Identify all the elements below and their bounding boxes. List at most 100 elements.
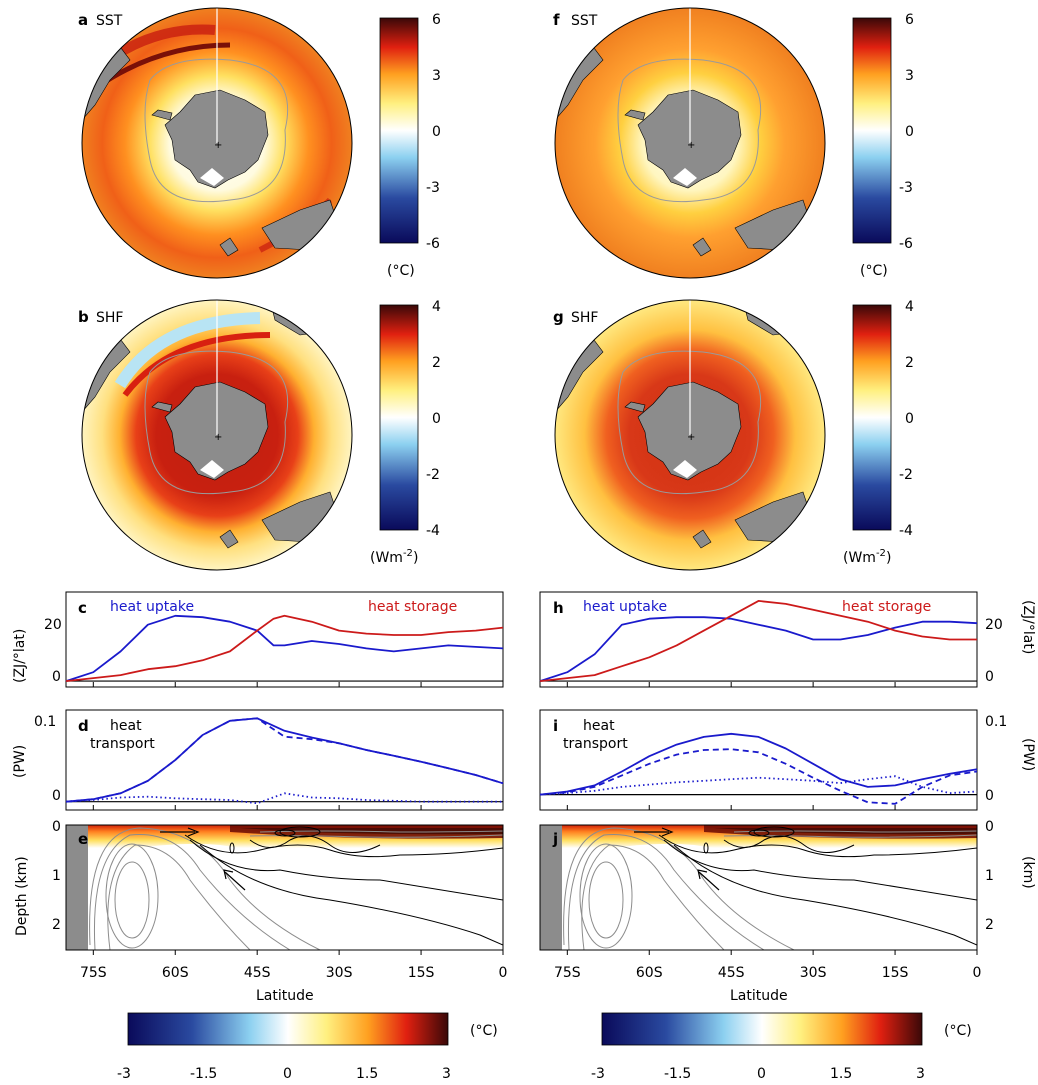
cb-sst-left-tick-3: -3 [426,180,440,196]
e-xlabel: Latitude [256,988,314,1004]
panel-letter-e: e [78,830,88,848]
cbb-left-unit: (°C) [470,1023,498,1039]
series-line-c-heat-storage [65,614,504,682]
cb-sst-left-tick-0: 6 [432,12,441,28]
cbb-left-tick-3: 1.5 [356,1066,378,1082]
xtick-label-j: 45S [718,965,745,981]
i-title-line1: heat [583,718,615,734]
cb-shf-left-tick-1: 2 [432,355,441,371]
j-ytick-1: 1 [985,868,994,884]
svg-text:+: + [214,140,222,151]
h-ytick-20: 20 [985,617,1003,633]
cb-sst-left-tick-4: -6 [426,236,440,252]
h-ylabel: (ZJ/°lat) [1020,600,1036,654]
cb-sst-left-tick-2: 0 [432,124,441,140]
cb-shf-left-tick-0: 4 [432,299,441,315]
map-b: + [81,299,353,571]
cbb-right-tick-3: 1.5 [830,1066,852,1082]
cb-shf-left-tick-4: -4 [426,523,440,539]
colorbar-bottom-right: -3 -1.5 0 1.5 3 (°C) [591,1012,972,1082]
j-ylabel: (km) [1020,856,1036,889]
d-ytick-01: 0.1 [34,714,56,730]
cb-shf-left-tick-3: -2 [426,467,440,483]
colorbar-sst-left: 6 3 0 -3 -6 (°C) [379,12,441,279]
i-ytick-01: 0.1 [985,714,1007,730]
map-f: + [554,7,826,279]
map-a: + [81,7,353,279]
panel-letter-i: i [553,717,558,735]
cb-shf-left-unit: (Wm-2) [370,548,418,566]
cbb-right-tick-4: 3 [916,1066,925,1082]
cb-sst-right-tick-4: -6 [899,236,913,252]
c-ytick-0: 0 [52,669,61,685]
plot-d-lines [65,717,504,810]
panel-label-g: SHF [571,310,598,326]
panel-i: i heat transport 0.1 0 (PW) [539,709,1036,811]
cbb-left-tick-2: 0 [283,1066,292,1082]
panel-letter-f: f [553,11,560,29]
panel-letter-d: d [78,717,89,735]
j-ytick-0: 0 [985,819,994,835]
cb-sst-right-tick-3: -3 [899,180,913,196]
svg-text:+: + [687,432,695,443]
cb-sst-right-unit: (°C) [860,263,888,279]
colorbar-sst-right: 6 3 0 -3 -6 (°C) [852,12,914,279]
panel-label-f: SST [571,13,598,29]
c-ytick-20: 20 [44,617,62,633]
cb-shf-right-tick-0: 4 [905,299,914,315]
xtick-label-e: 75S [80,965,107,981]
series-line-h-heat-uptake [539,616,978,682]
xtick-label-j: 60S [636,965,663,981]
xtick-label-j: 15S [882,965,909,981]
series-line-d-dotted [65,792,503,805]
j-xticks: 75S 60S 45S 30S 15S 0 [554,950,982,981]
panel-letter-a: a [78,11,88,29]
cb-shf-left-tick-2: 0 [432,411,441,427]
i-ytick-0: 0 [985,788,994,804]
xtick-label-e: 60S [162,965,189,981]
d-ylabel: (PW) [12,745,28,778]
xtick-label-e: 30S [326,965,353,981]
panel-letter-h: h [553,599,564,617]
cbb-right-tick-0: -3 [591,1066,605,1082]
cb-shf-right-tick-1: 2 [905,355,914,371]
legend-heat-storage-h: heat storage [842,599,931,615]
e-ytick-2: 2 [52,917,61,933]
d-title-line1: heat [110,718,142,734]
cbb-right-tick-1: -1.5 [664,1066,691,1082]
legend-heat-uptake-h: heat uptake [583,599,667,615]
cb-shf-right-tick-2: 0 [905,411,914,427]
colorbar-bottom-left: -3 -1.5 0 1.5 3 (°C) [117,1012,498,1082]
xtick-label-j: 30S [800,965,827,981]
legend-heat-uptake-c: heat uptake [110,599,194,615]
e-ytick-1: 1 [52,868,61,884]
i-title-line2: transport [563,736,628,752]
series-line-h-heat-storage [539,600,977,682]
i-ylabel: (PW) [1020,738,1036,771]
panel-label-a: SST [96,13,123,29]
xtick-label-e: 15S [408,965,435,981]
series-line-i-solid [539,732,978,796]
e-ytick-0: 0 [52,819,61,835]
j-xlabel: Latitude [730,988,788,1004]
xtick-label-j: 0 [973,965,982,981]
cb-shf-right-unit: (Wm-2) [843,548,891,566]
cb-sst-right-tick-0: 6 [905,12,914,28]
cb-sst-right-tick-2: 0 [905,124,914,140]
plot-h-lines [539,600,978,687]
series-line-c-heat-uptake [65,614,504,682]
legend-heat-storage-c: heat storage [368,599,457,615]
panel-c: c heat uptake heat storage 20 0 (ZJ/°lat… [12,591,504,688]
panel-letter-g: g [553,308,564,326]
panel-letter-b: b [78,308,89,326]
panel-letter-j: j [552,830,558,848]
plot-i-lines [539,732,978,810]
panel-label-b: SHF [96,310,123,326]
cbb-right-unit: (°C) [944,1023,972,1039]
cbb-left-tick-1: -1.5 [190,1066,217,1082]
plot-c-lines [65,614,504,687]
svg-text:+: + [687,140,695,151]
cb-sst-left-tick-1: 3 [432,68,441,84]
h-ytick-0: 0 [985,669,994,685]
cbb-left-tick-0: -3 [117,1066,131,1082]
